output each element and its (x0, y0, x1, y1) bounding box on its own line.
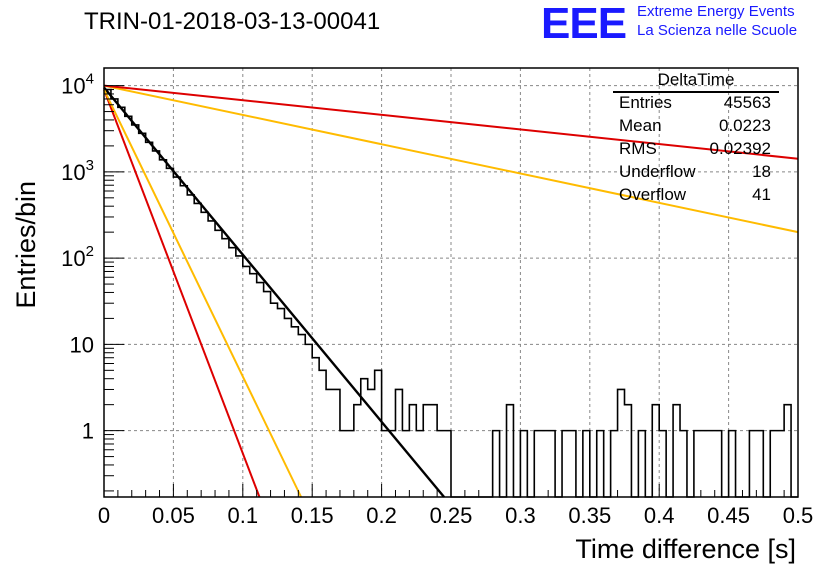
fit-line (103, 89, 302, 498)
x-tick-label: 0 (98, 503, 110, 528)
y-tick-exponent: 4 (86, 71, 94, 88)
axis-ticks (103, 85, 799, 497)
fit-curves (103, 84, 799, 498)
y-tick-label: 102 (61, 243, 94, 271)
stats-value: 0.02392 (709, 139, 771, 158)
y-tick-base: 10 (61, 246, 85, 271)
x-tick-label: 0.2 (366, 503, 397, 528)
stats-box: DeltaTime Entries 45563 Mean 0.0223 RMS … (613, 66, 779, 208)
stats-value: 0.0223 (719, 116, 771, 135)
fit-line (103, 84, 799, 234)
x-tick-label: 0.3 (505, 503, 536, 528)
y-tick-exponent: 3 (86, 157, 94, 174)
y-axis-label: Entries/bin (11, 181, 41, 309)
y-tick-label: 1 (82, 419, 94, 444)
x-tick-label: 0.05 (152, 503, 195, 528)
stats-label: RMS (619, 139, 657, 158)
x-tick-label: 0.5 (783, 503, 814, 528)
logo-line-2: La Scienza nelle Scuole (637, 22, 798, 39)
stats-label: Underflow (619, 162, 696, 181)
stats-label: Overflow (619, 185, 687, 204)
eee-logo: EEE (541, 0, 627, 48)
y-tick-base: 10 (61, 74, 85, 99)
stats-divider (613, 91, 779, 93)
stats-label: Mean (619, 116, 662, 135)
stats-row-underflow: Underflow 18 (619, 162, 771, 184)
stats-value: 18 (752, 162, 771, 181)
y-tick-base: 10 (61, 160, 85, 185)
y-tick-label: 10 (70, 332, 94, 357)
y-tick-label: 104 (61, 71, 94, 99)
logo-line-1: Extreme Energy Events (637, 3, 795, 20)
stats-row-entries: Entries 45563 (619, 93, 771, 115)
stats-value: 45563 (723, 93, 771, 112)
stats-row-rms: RMS 0.02392 (619, 139, 771, 161)
x-tick-label: 0.45 (707, 503, 750, 528)
x-tick-labels: 0 0.05 0.1 0.15 0.2 0.25 0.3 0.35 0.4 0.45 0.5 (98, 503, 813, 528)
x-tick-label: 0.4 (644, 503, 675, 528)
stats-row-mean: Mean 0.0223 (619, 116, 771, 138)
chart-title: TRIN-01-2018-03-13-00041 (84, 8, 381, 35)
x-tick-label: 0.15 (291, 503, 334, 528)
x-tick-label: 0.35 (568, 503, 611, 528)
stats-label: Entries (619, 93, 672, 112)
fit-line (103, 86, 445, 498)
fit-line (103, 89, 261, 498)
stats-title: DeltaTime (657, 70, 735, 89)
fit-line (103, 84, 799, 160)
x-tick-label: 0.1 (228, 503, 259, 528)
stats-row-overflow: Overflow 41 (619, 185, 771, 207)
x-tick-label: 0.25 (430, 503, 473, 528)
x-axis-label: Time difference [s] (575, 534, 796, 564)
y-tick-exponent: 2 (86, 243, 94, 260)
y-tick-label: 103 (61, 157, 94, 185)
stats-value: 41 (752, 185, 771, 204)
